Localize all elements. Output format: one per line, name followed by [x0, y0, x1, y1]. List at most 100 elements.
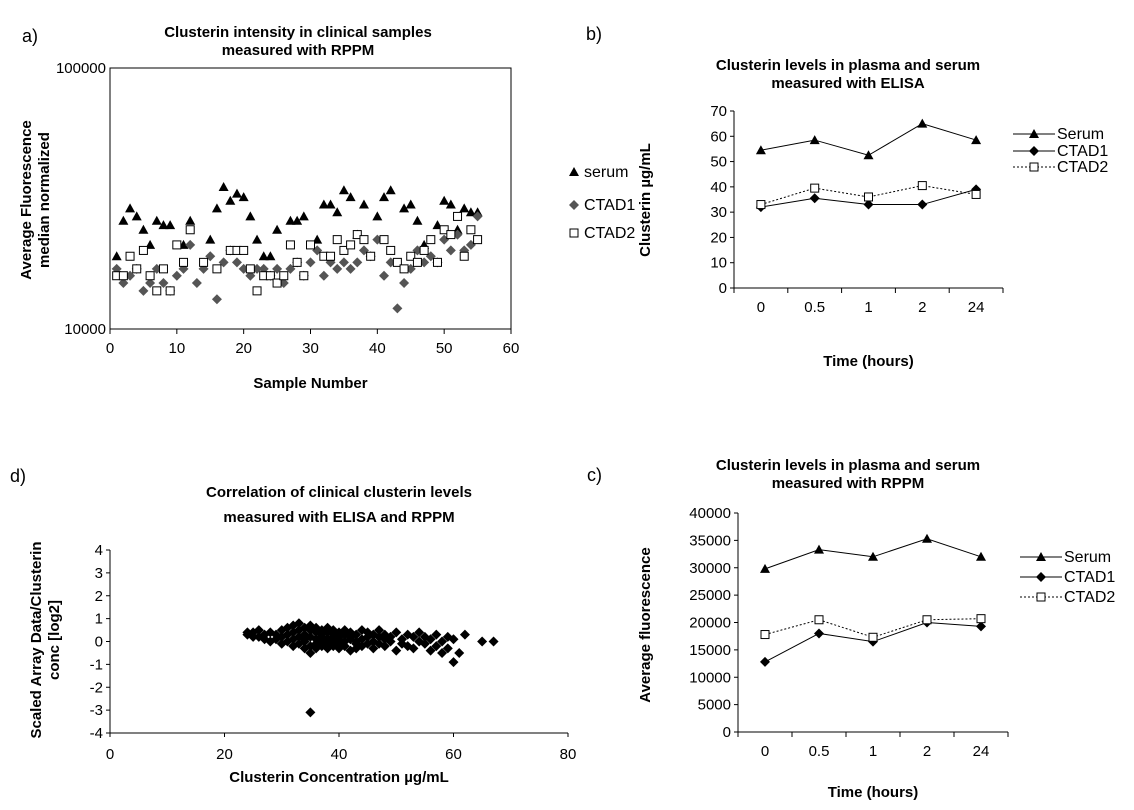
panel-a-point-CTAD2	[272, 278, 282, 288]
panel-b-point-CTAD2	[971, 189, 981, 199]
panel-a-point-CTAD1	[191, 278, 202, 289]
panel-a-point-CTAD2	[212, 264, 222, 274]
panel-b-label: b)	[586, 24, 602, 44]
panel-a-point-serum	[238, 192, 249, 202]
panel-b-point-CTAD2	[917, 181, 927, 191]
panel-a-point-serum	[372, 211, 383, 221]
panel-d-point	[408, 631, 419, 642]
panel-a-point-CTAD2	[466, 225, 476, 235]
panel-b-y-tick-label: 70	[710, 103, 727, 120]
panel-a: a) Clusterin intensity in clinical sample…	[18, 24, 635, 392]
panel-d-x-tick-label: 80	[560, 746, 577, 763]
panel-d-point	[385, 631, 396, 642]
panel-a-point-serum	[138, 224, 149, 234]
panel-b-point-Serum	[809, 135, 820, 145]
panel-d-y-tick-label: 2	[95, 588, 103, 605]
panel-a-point-CTAD2	[392, 257, 402, 267]
panel-d-x-tick-label: 20	[216, 746, 233, 763]
panel-c-x-tick-label: 1	[869, 743, 877, 760]
panel-a-y-tick-label: 10000	[64, 321, 106, 338]
panel-a-point-CTAD2	[279, 271, 289, 281]
panel-a-point-CTAD2	[306, 240, 315, 250]
panel-b-point-Serum	[863, 150, 874, 160]
panel-a-point-CTAD2	[138, 245, 148, 255]
panel-b-point-Serum	[755, 145, 766, 155]
panel-a-y-axis-label-line: median normalized	[36, 132, 53, 268]
panel-b-y-tick-label: 40	[710, 179, 727, 196]
panel-a-point-CTAD2	[352, 230, 362, 240]
panel-c-point-CTAD2	[976, 614, 986, 624]
panel-a-point-CTAD1	[211, 294, 222, 305]
panel-a-point-serum	[185, 215, 196, 225]
panel-a-title-line: Clusterin intensity in clinical samples	[164, 24, 432, 41]
panel-c-title-line: Clusterin levels in plasma and serum	[716, 457, 980, 474]
panel-a-point-serum	[459, 203, 470, 213]
panel-a-point-CTAD1	[345, 263, 356, 274]
panel-a-point-serum	[111, 251, 122, 261]
panel-d-point	[477, 636, 488, 647]
panel-a-point-serum	[225, 195, 236, 205]
panel-c-point-CTAD2	[814, 615, 824, 625]
panel-a-point-serum	[258, 251, 269, 261]
panel-a-point-CTAD1	[158, 278, 169, 289]
panel-a-legend-CTAD2: CTAD2	[584, 225, 635, 242]
panel-b-y-tick-label: 0	[719, 280, 727, 297]
panel-c-legend-marker-Serum	[1036, 552, 1046, 561]
panel-a-point-CTAD2	[252, 286, 262, 296]
panel-d-point	[396, 634, 407, 645]
panel-b-y-tick-label: 20	[710, 229, 727, 246]
panel-a-point-CTAD2	[399, 264, 409, 274]
panel-d-point	[448, 634, 459, 645]
panel-b-legend-CTAD1: CTAD1	[1057, 143, 1108, 160]
panel-a-point-CTAD1	[171, 270, 182, 281]
panel-d-point	[459, 629, 470, 640]
panel-d-point	[408, 643, 419, 654]
panel-a-point-CTAD1	[445, 245, 456, 256]
panel-d-point	[431, 629, 442, 640]
panel-d-point	[242, 627, 253, 638]
panel-a-title-line: measured with RPPM	[222, 42, 375, 59]
panel-b-y-axis-label: Clusterin µg/mL	[637, 143, 654, 257]
panel-d-x-tick-label: 0	[106, 746, 114, 763]
panel-a-point-serum	[118, 215, 129, 225]
panel-d-y-tick-label: -1	[90, 656, 103, 673]
panel-c-point-Serum	[868, 551, 878, 561]
panel-c-legend-CTAD2: CTAD2	[1064, 589, 1115, 606]
panel-d-point	[414, 627, 425, 638]
panel-a-point-CTAD2	[473, 235, 483, 245]
panel-c-x-axis-label: Time (hours)	[828, 784, 919, 801]
panel-a-point-CTAD2	[285, 240, 295, 250]
panel-d-point	[454, 647, 465, 658]
panel-a-point-serum	[131, 211, 142, 221]
panel-a-point-serum	[285, 215, 296, 225]
panel-a-point-serum	[211, 203, 222, 213]
panel-a-point-serum	[252, 234, 263, 244]
panel-c-point-Serum	[976, 551, 986, 561]
panel-a-y-tick-label: 100000	[56, 60, 106, 77]
panel-a-point-CTAD2	[412, 257, 422, 267]
panel-c-y-axis-label: Average fluorescence	[637, 547, 654, 702]
panel-d-x-tick-label: 60	[445, 746, 462, 763]
panel-a-point-CTAD2	[366, 251, 376, 261]
panel-a-point-CTAD2	[185, 225, 195, 235]
panel-a-point-CTAD2	[158, 264, 168, 274]
panel-a-point-serum	[445, 199, 456, 209]
panel-a-x-tick-label: 20	[235, 340, 252, 357]
panel-c-y-tick-label: 35000	[689, 532, 731, 549]
panel-c-y-tick-label: 15000	[689, 642, 731, 659]
panel-a-point-serum	[405, 199, 416, 209]
panel-a-point-serum	[205, 234, 216, 244]
panel-d-point	[425, 645, 436, 656]
panel-a-point-CTAD2	[339, 245, 349, 255]
panel-a-x-tick-label: 60	[503, 340, 520, 357]
panel-a-point-serum	[218, 181, 229, 191]
panel-a-x-tick-label: 10	[168, 340, 185, 357]
panel-a-point-serum	[439, 195, 450, 205]
panel-d-y-tick-label: -4	[90, 725, 103, 742]
panel-b-point-CTAD2	[810, 183, 820, 193]
panel-a-point-CTAD2	[199, 257, 209, 267]
panel-b-y-tick-label: 10	[710, 255, 727, 272]
panel-c-legend-marker-CTAD2	[1036, 592, 1046, 602]
panel-a-y-axis-label: Average Fluorescencemedian normalized	[18, 120, 53, 280]
